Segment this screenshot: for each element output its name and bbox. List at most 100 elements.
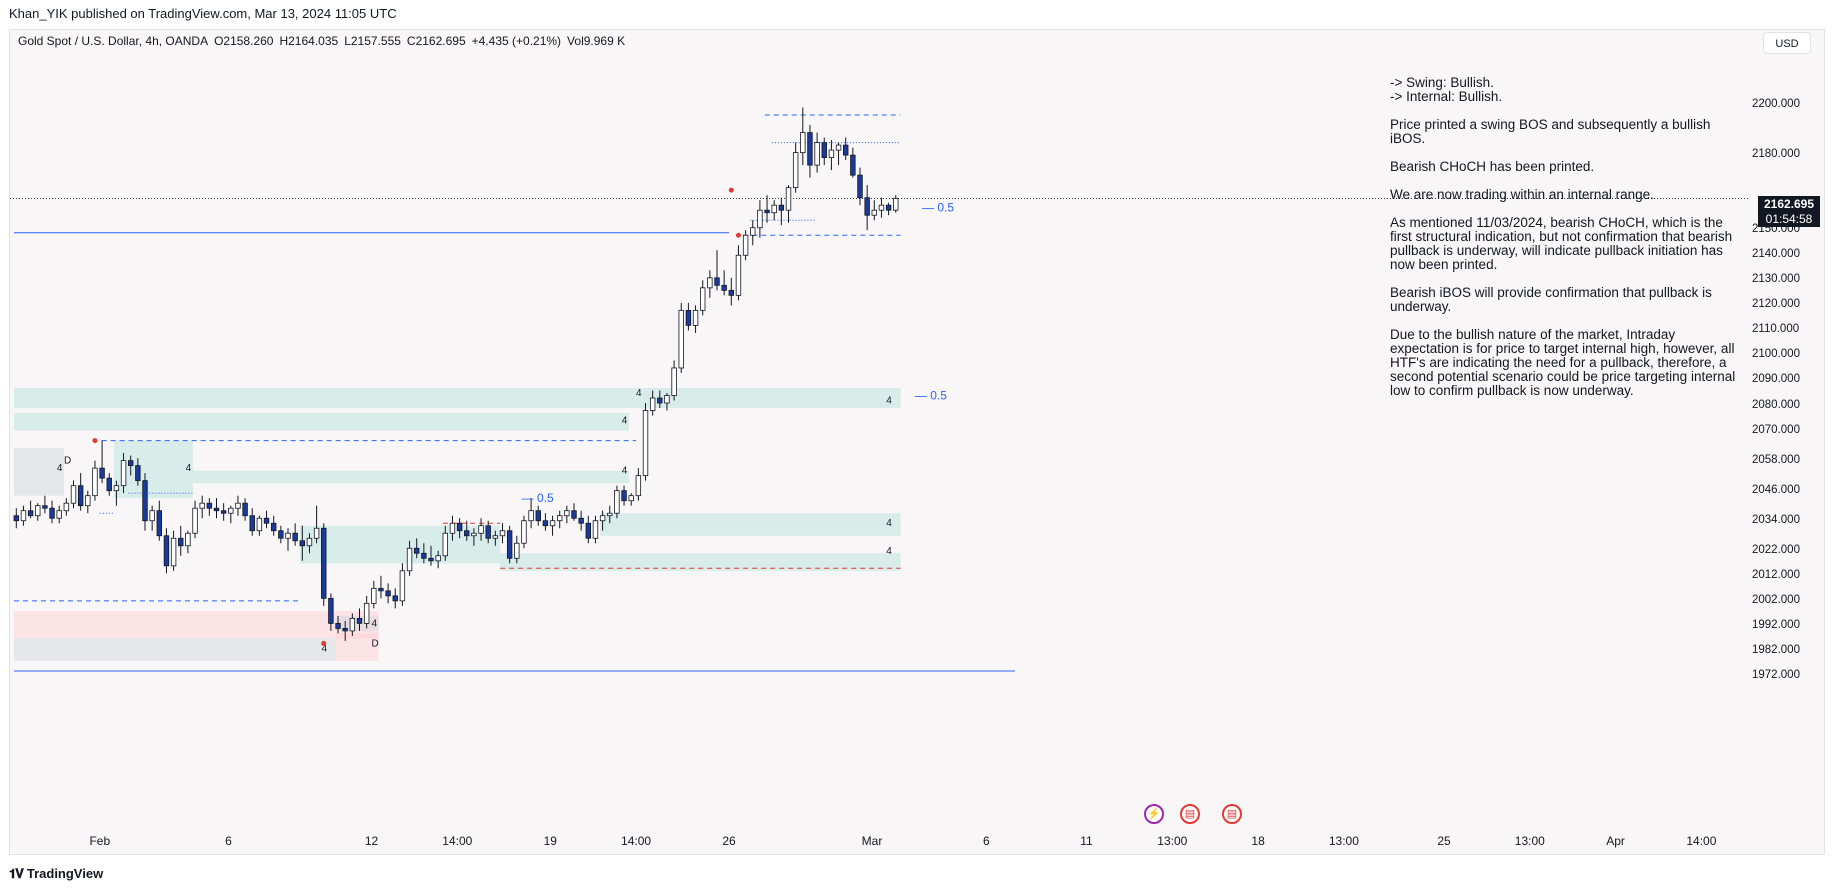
candle-body: [499, 530, 506, 537]
time-tick-label: 26: [722, 834, 736, 848]
symbol-title[interactable]: Gold Spot / U.S. Dollar, 4h, OANDA: [18, 34, 209, 48]
time-tick-label: 6: [983, 834, 990, 848]
candle-body: [77, 485, 84, 507]
candle-body: [63, 502, 70, 512]
candle-body: [92, 467, 98, 497]
price-tick-label: 2058.000: [1752, 453, 1800, 466]
candle-body: [564, 510, 570, 517]
candle-body: [178, 537, 184, 547]
time-tick-label: 14:00: [1686, 834, 1717, 848]
time-tick-label: 13:00: [1514, 834, 1545, 848]
price-tick-label: 2070.000: [1752, 423, 1800, 436]
candle-body: [70, 485, 77, 504]
candle-body: [792, 152, 799, 189]
price-tick-label: 2046.000: [1752, 483, 1800, 496]
candle-body: [185, 532, 191, 547]
note-p6: Due to the bullish nature of the market,…: [1390, 327, 1736, 398]
candle-body: [814, 142, 820, 166]
note-p4: As mentioned 11/03/2024, bearish CHoCH, …: [1390, 215, 1733, 272]
candle-body: [263, 517, 270, 524]
candle-body: [20, 510, 27, 522]
ohlc-high: H2164.035: [279, 34, 339, 48]
candle-body: [649, 397, 656, 411]
candle-body: [442, 532, 448, 557]
zone-timeframe-label: 4: [636, 388, 642, 399]
us-flag-icon[interactable]: ▤: [1222, 804, 1242, 824]
candle-body: [156, 510, 162, 537]
zone-timeframe-label: D: [372, 638, 379, 649]
candle-body: [864, 197, 870, 216]
candle-body: [857, 174, 863, 199]
lightning-icon[interactable]: ⚡: [1144, 804, 1164, 824]
equilibrium-label: — 0.5: [522, 491, 554, 505]
demand-zone: [14, 413, 629, 431]
candle-body: [557, 515, 563, 522]
tradingview-logo[interactable]: 𝟏𝐕 TradingView: [9, 866, 103, 882]
candle-body: [392, 595, 398, 602]
candle-body: [721, 284, 727, 291]
zone-timeframe-label: 4: [886, 518, 892, 529]
candle-body: [170, 537, 177, 567]
candle-body: [871, 209, 877, 216]
price-tick-label: 2200.000: [1752, 98, 1800, 111]
candle-body: [13, 515, 19, 522]
tradingview-logo-icon: 𝟏𝐕: [9, 866, 24, 881]
candle-body: [113, 485, 120, 492]
candle-body: [757, 209, 763, 229]
zone-timeframe-label: 4: [886, 546, 892, 557]
price-tick-label: 2034.000: [1752, 513, 1800, 526]
candle-body: [828, 149, 835, 159]
price-tick-label: 2120.000: [1752, 298, 1800, 311]
price-tick-label: 2180.000: [1752, 148, 1800, 161]
supply-zone: [14, 610, 379, 639]
candle-body: [292, 532, 298, 542]
candle-body: [206, 502, 213, 509]
candle-body: [571, 510, 577, 519]
time-tick-label: Feb: [89, 834, 111, 848]
candle-body: [471, 532, 477, 537]
note-p2: Bearish CHoCH has been printed.: [1390, 159, 1595, 174]
currency-button[interactable]: USD: [1763, 32, 1811, 54]
candle-body: [42, 505, 48, 509]
candle-body: [585, 522, 591, 539]
candle-body: [778, 204, 785, 211]
candle-body: [578, 517, 584, 524]
current-price-label: 2162.695 01:54:58: [1758, 196, 1820, 227]
time-tick-label: 25: [1437, 834, 1451, 848]
ohlc-low: L2157.555: [344, 34, 401, 48]
candle-body: [449, 522, 456, 534]
candle-body: [642, 410, 649, 477]
candle-body: [542, 520, 549, 527]
swing-point-marker: [735, 232, 741, 238]
zone-timeframe-label: 4: [622, 416, 628, 427]
candle-body: [349, 617, 356, 632]
candle-body: [242, 502, 248, 517]
candle-body: [306, 537, 313, 547]
candle-body: [135, 465, 141, 482]
candle-body: [27, 510, 34, 517]
price-tick-label: 1982.000: [1752, 643, 1800, 656]
candle-body: [163, 535, 170, 567]
candle-body: [742, 234, 749, 256]
candle-body: [99, 467, 105, 479]
candle-body: [521, 520, 527, 544]
equilibrium-label: — 0.5: [922, 201, 954, 215]
candle-body: [678, 309, 684, 369]
candle-body: [614, 490, 620, 514]
chart-frame[interactable]: [9, 29, 1825, 855]
demand-zone: [500, 553, 901, 571]
candle-body: [671, 367, 677, 396]
candle-body: [321, 527, 327, 599]
analysis-note: -> Swing: Bullish. -> Internal: Bullish.…: [1390, 76, 1740, 412]
candle-body: [356, 617, 363, 624]
candle-body: [528, 510, 534, 522]
price-tick-label: 2140.000: [1752, 248, 1800, 261]
price-tick-label: 2130.000: [1752, 273, 1800, 286]
candle-body: [843, 144, 849, 156]
candle-body: [421, 552, 427, 559]
us-flag-icon[interactable]: ▤: [1180, 804, 1200, 824]
ohlc-close: C2162.695: [406, 34, 466, 48]
candle-body: [142, 480, 148, 522]
note-internal: -> Internal: Bullish.: [1390, 89, 1503, 104]
